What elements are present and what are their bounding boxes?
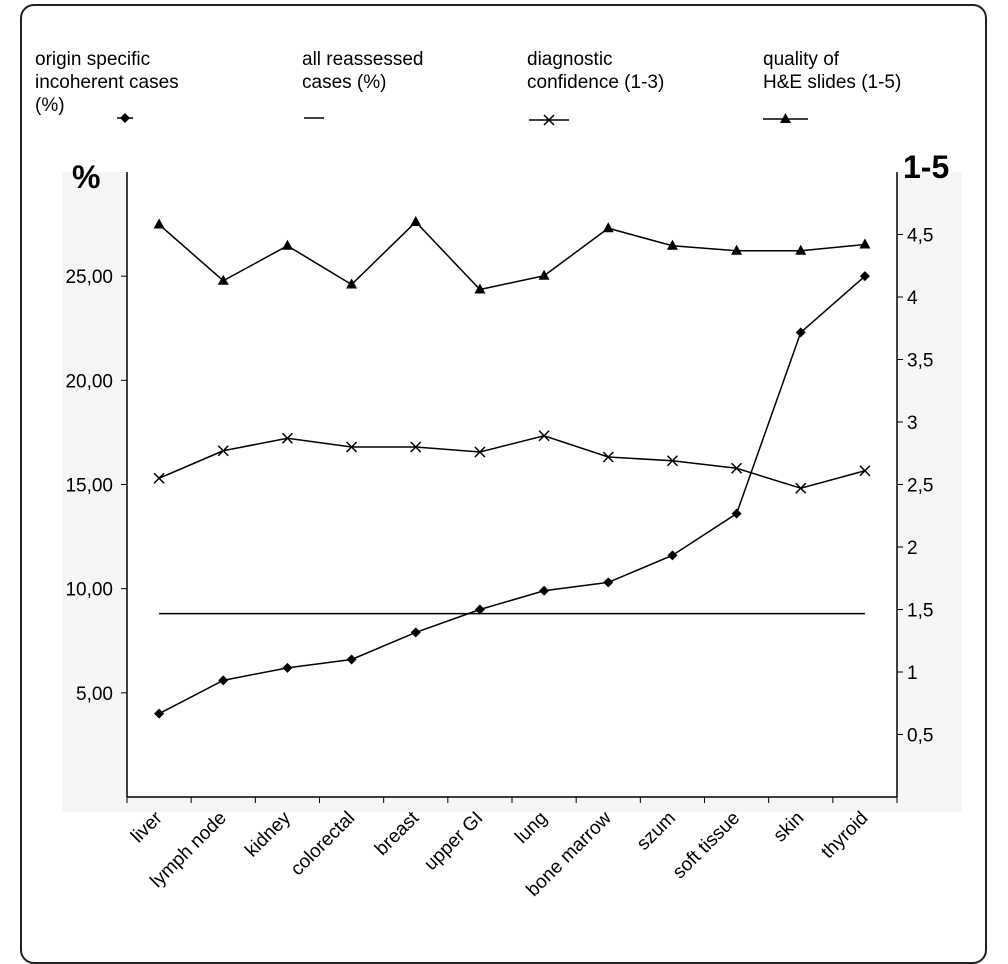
series-2-point [217, 445, 229, 457]
line-chart: 5,00 10,00 15,00 20,00 25,00 0,5 1 1,5 2 2,5 3 3,5 4… [65, 113, 950, 901]
series-2-point [153, 472, 165, 484]
series-3-point [795, 244, 807, 255]
legend-marker-3 [780, 113, 791, 123]
y-right-tick-label: 3 [907, 413, 918, 434]
legend-label-incoherent: origin specific incoherent cases (%) [35, 49, 179, 116]
series-2-point [602, 451, 614, 463]
series-3-point [281, 239, 293, 250]
y-right-tick-label: 3,5 [907, 351, 933, 372]
series-line-0 [158, 275, 866, 715]
series-line-2 [158, 434, 866, 490]
x-tick-label: skin [770, 808, 809, 847]
x-tick-label: soft tissue [669, 808, 744, 883]
series-0-point [795, 327, 806, 338]
x-tick-label: breast [371, 807, 424, 860]
series-3-point [410, 216, 422, 226]
x-tick-label: kidney [241, 807, 295, 861]
series-0-point [410, 627, 421, 638]
series-3-point [153, 218, 165, 229]
y-right-tick-label: 0,5 [907, 726, 933, 747]
series-2-point [281, 432, 293, 444]
legend-label-all-reassessed: all reassessed cases (%) [302, 49, 424, 93]
y-left-tick-label: 10,00 [65, 580, 113, 601]
series-2-point [538, 430, 550, 442]
series-2-point [410, 441, 422, 453]
series-2-point [346, 441, 358, 453]
series-line-3 [158, 220, 865, 291]
y-right-tick-label: 2 [907, 538, 918, 559]
plot-area [127, 172, 897, 797]
series-2-point [474, 446, 486, 458]
y-right-tick-label: 4 [907, 288, 918, 309]
x-tick-label: lung [511, 808, 551, 848]
x-tick-label: colorectal [287, 808, 359, 880]
series-3-point [731, 244, 743, 255]
series-0-point [603, 577, 614, 588]
x-tick-label: liver [127, 807, 167, 847]
series-0-point [218, 675, 229, 686]
series-3-point [602, 222, 614, 233]
series-0-point [539, 585, 550, 596]
series-3-point [474, 283, 486, 294]
legend-label-diagnostic-confidence: diagnostic confidence (1-3) [527, 49, 665, 93]
series-0-point [859, 271, 870, 282]
legend-marker-0 [120, 113, 130, 123]
y-right-tick-label: 4,5 [907, 226, 933, 247]
x-tick-label: upper GI [420, 808, 487, 875]
series-3-point [666, 239, 678, 250]
y-right-tick-label: 1 [907, 663, 918, 684]
y-right-axis-label: 1-5 [903, 149, 949, 185]
series-0-point [731, 508, 742, 519]
series-3-point [217, 274, 229, 285]
series-2-point [795, 482, 807, 494]
series-3-point [538, 269, 550, 280]
y-right-tick-label: 2,5 [907, 476, 933, 497]
series-3-point [859, 238, 871, 249]
series-0-point [346, 654, 357, 665]
x-tick-label: thyroid [817, 808, 872, 863]
series-0-point [474, 604, 485, 615]
series-2-point [731, 462, 743, 474]
series-0-point [282, 662, 293, 673]
y-left-tick-label: 15,00 [65, 476, 113, 497]
y-left-tick-label: 5,00 [76, 684, 113, 705]
series-3-point [346, 278, 358, 289]
series-2-point [859, 465, 871, 477]
y-left-axis-label: % [72, 159, 100, 195]
series-0-point [154, 708, 165, 719]
legend-marker-2 [543, 114, 555, 126]
y-left-tick-label: 20,00 [65, 371, 113, 392]
series-2-point [666, 455, 678, 467]
series-0-point [667, 550, 678, 561]
y-left-tick-label: 25,00 [65, 267, 113, 288]
y-right-tick-label: 1,5 [907, 601, 933, 622]
legend-label-he-quality: quality of H&E slides (1-5) [763, 49, 902, 93]
x-tick-label: szum [633, 808, 680, 855]
